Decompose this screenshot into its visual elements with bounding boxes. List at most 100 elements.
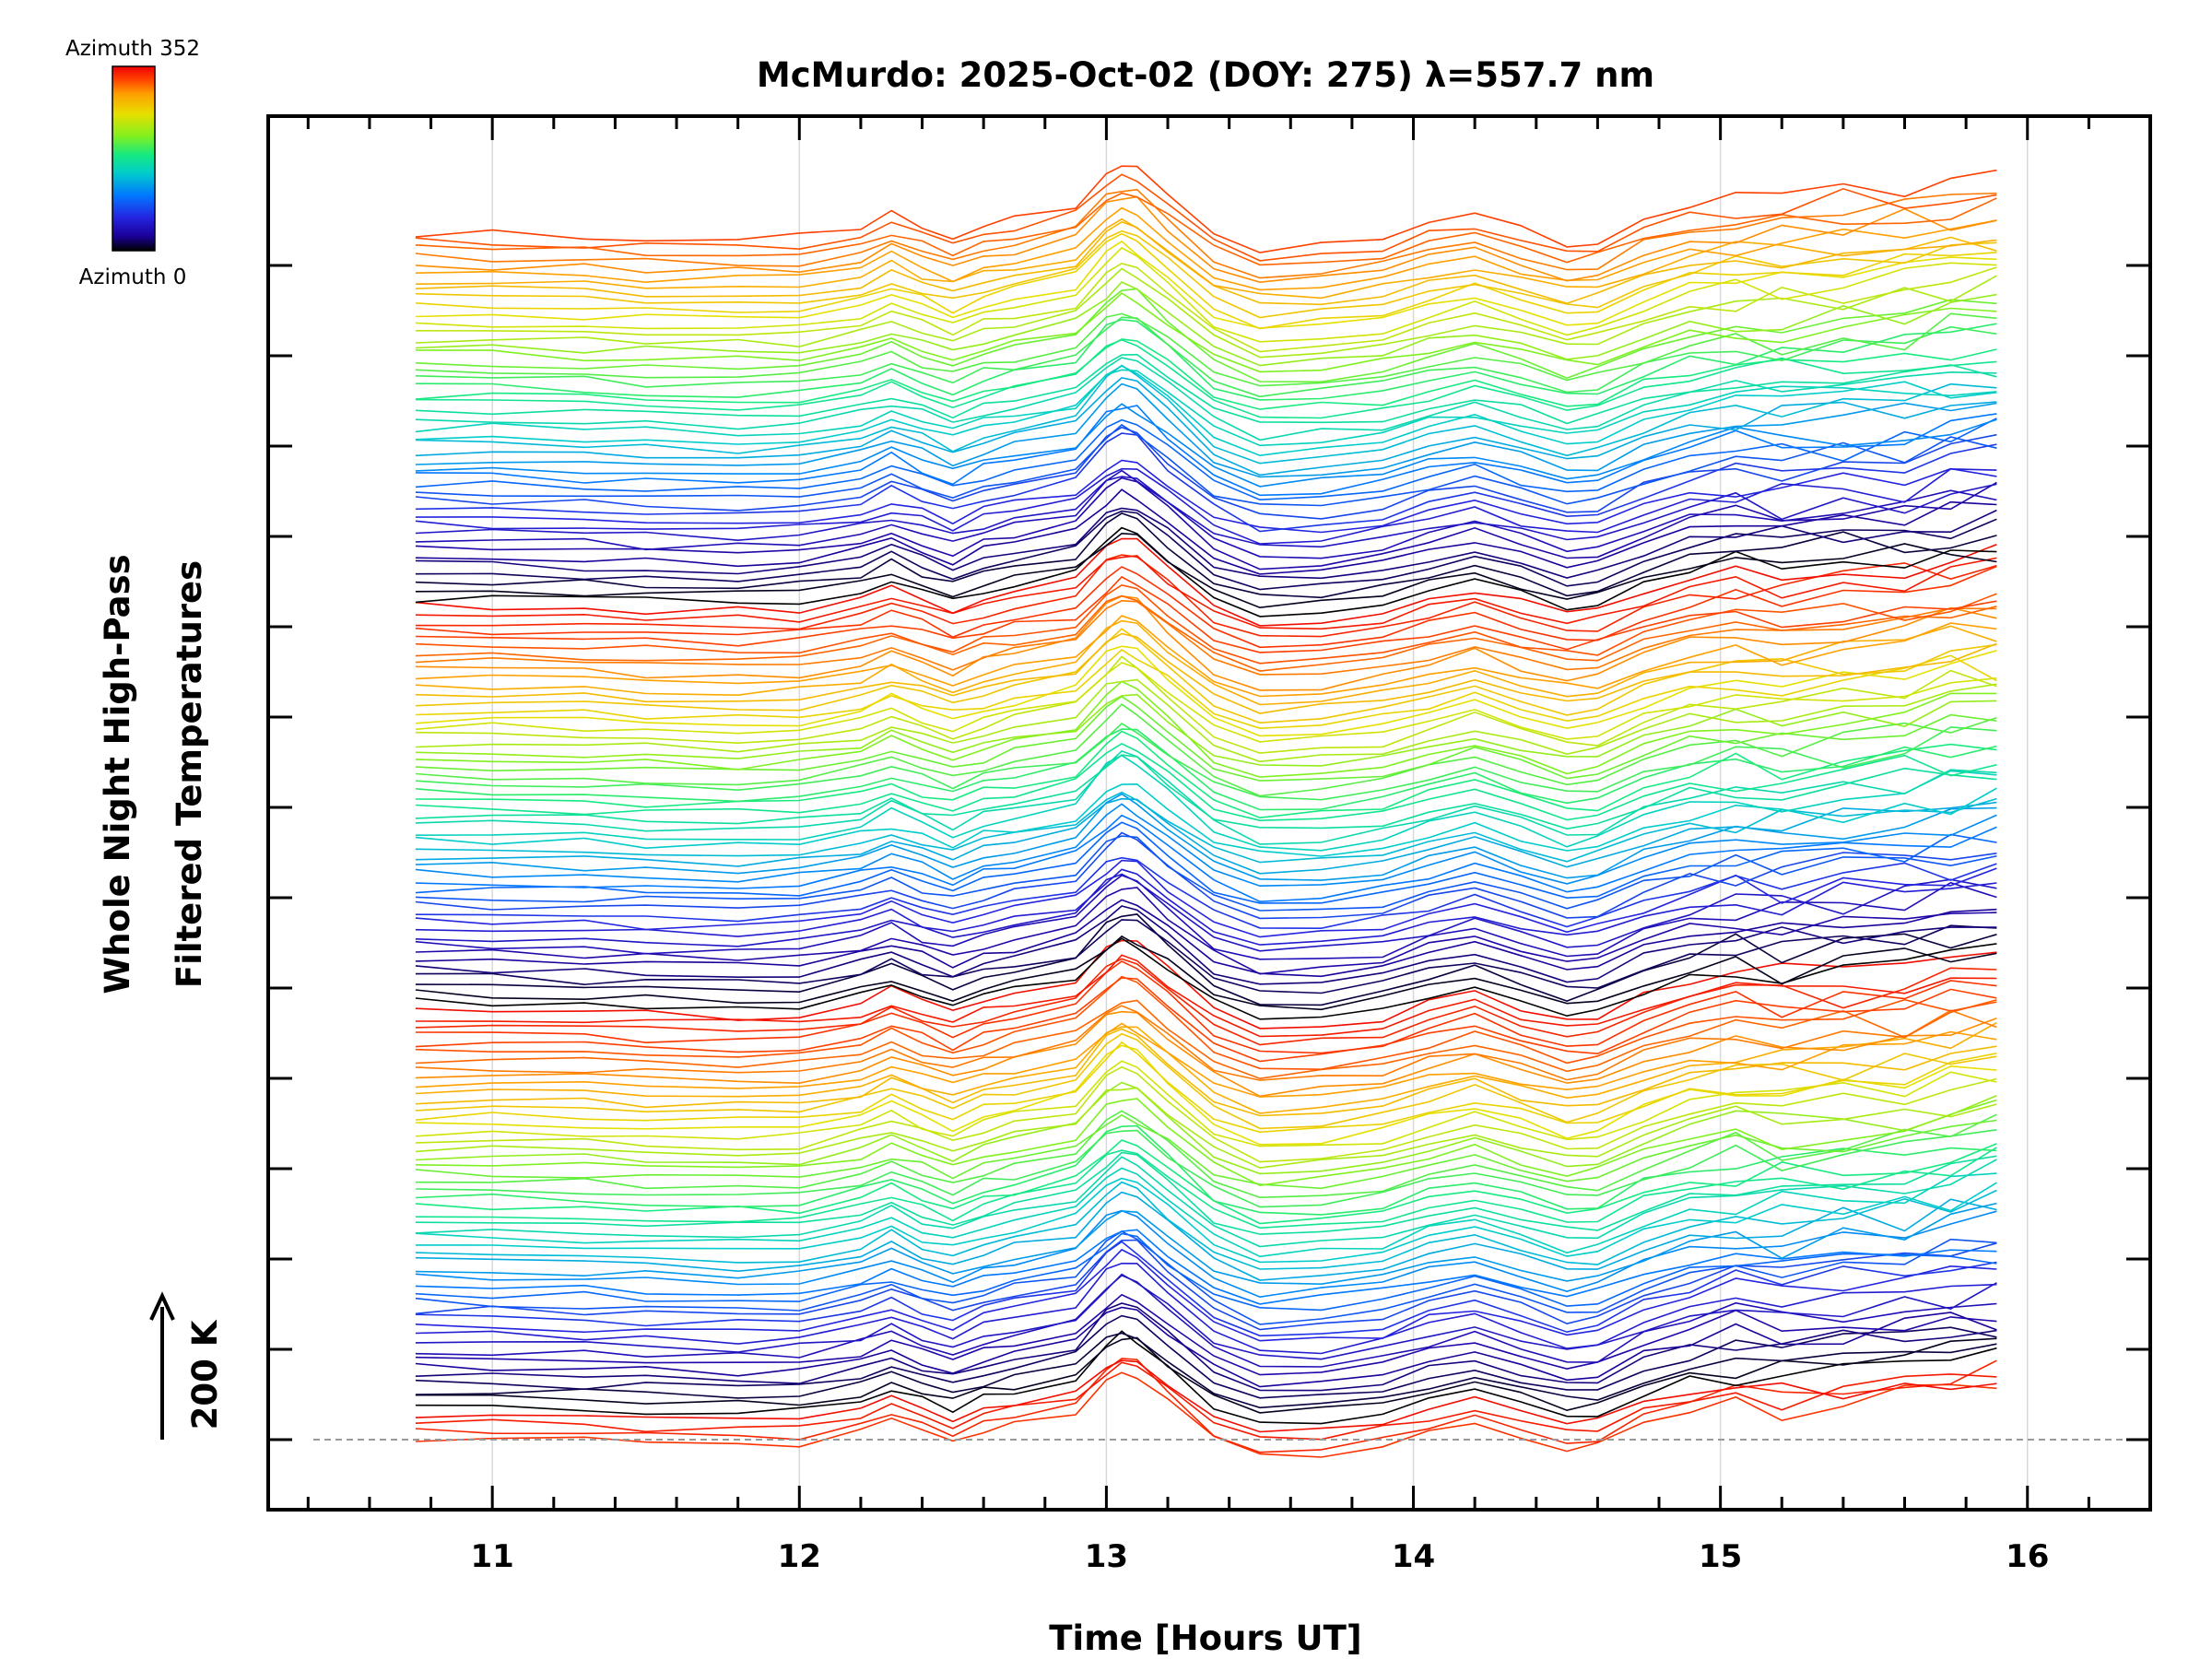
temperature-series-line [415, 899, 1997, 978]
temperature-series-line [415, 532, 1997, 609]
temperature-series-line [415, 575, 1997, 653]
temperature-series-line [415, 459, 1997, 534]
temperature-series-line [415, 868, 1997, 946]
temperature-series-line [415, 1241, 1997, 1337]
temperature-series-line [415, 1229, 1997, 1305]
temperature-series-line [415, 232, 1997, 330]
temperature-series-line [415, 975, 1997, 1071]
temperature-series-line [415, 365, 1997, 457]
plot-frame [266, 114, 2152, 1512]
colorbar-top-label: Azimuth 352 [65, 37, 200, 61]
temperature-series-line [415, 919, 1997, 994]
temperature-series-line [415, 173, 1997, 262]
temperature-series-line [415, 467, 1997, 545]
temperature-series-line [415, 1302, 1997, 1392]
temperature-series-line [415, 526, 1997, 618]
temperature-series-line [415, 754, 1997, 830]
temperature-series-line [415, 856, 1997, 930]
temperature-series-line [415, 240, 1997, 329]
temperature-series-line [415, 364, 1997, 465]
temperature-series-line [415, 977, 1997, 1063]
temperature-series-line [415, 432, 1997, 533]
temperature-series-line [415, 312, 1997, 387]
temperature-series-line [415, 1065, 1997, 1163]
temperature-series-line [415, 1239, 1997, 1331]
temperature-series-line [415, 229, 1997, 319]
temperature-series-line [415, 782, 1997, 857]
temperature-series-line [415, 594, 1997, 691]
temperature-series-line [415, 318, 1997, 401]
temperature-series-line [415, 583, 1997, 665]
temperature-series-line [415, 1005, 1997, 1081]
temperature-series-line [415, 913, 1997, 1006]
temperature-series-line [415, 1044, 1997, 1146]
temperature-series-line [415, 905, 1997, 985]
temperature-series-line [415, 1167, 1997, 1258]
temperature-series-line [415, 510, 1997, 591]
temperature-series-line [415, 488, 1997, 575]
temperature-series-line [415, 338, 1997, 419]
temperature-series-line [415, 859, 1997, 938]
x-axis-label: Time [Hours UT] [1049, 1618, 1361, 1658]
scale-bar-label: 200 K [185, 1319, 225, 1430]
temperature-series-line [415, 555, 1997, 630]
temperature-series-line [415, 1359, 1997, 1433]
temperature-series-line [415, 403, 1997, 488]
temperature-series-line [415, 165, 1997, 253]
temperature-series-line [415, 960, 1997, 1054]
temperature-series-line [415, 831, 1997, 920]
x-tick-labels: 11 12 13 14 15 16 [471, 1538, 2050, 1575]
temperature-series-line [415, 369, 1997, 447]
temperature-series-line [415, 418, 1997, 501]
temperature-series-line [415, 645, 1997, 737]
x-tick-label: 12 [778, 1538, 821, 1575]
temperature-series-line [415, 793, 1997, 881]
temperature-series-line [415, 1273, 1997, 1360]
temperature-series-line [415, 628, 1997, 724]
temperature-series-line [415, 728, 1997, 811]
temperature-series-line [415, 821, 1997, 904]
temperature-series-line [415, 722, 1997, 801]
temperature-series-line [415, 507, 1997, 580]
x-tick-label: 13 [1085, 1538, 1128, 1575]
y-axis-label-line2: Filtered Temperatures [170, 560, 209, 988]
temperature-series-line [415, 1306, 1997, 1388]
temperature-series-line [415, 678, 1997, 763]
temperature-series-line [415, 619, 1997, 706]
temperature-series-line [415, 1248, 1997, 1342]
temperature-series-line [415, 935, 1997, 1011]
temperature-series-line [415, 477, 1997, 571]
temperature-series-line [415, 873, 1997, 952]
tick-layer [268, 116, 2150, 1510]
temperature-series-line [415, 1022, 1997, 1098]
temperature-series-line [415, 1332, 1997, 1409]
temperature-series-line [415, 1139, 1997, 1225]
temperature-series-line [415, 1028, 1997, 1117]
temperature-series-line [415, 1129, 1997, 1208]
temperature-series-line [415, 887, 1997, 975]
x-tick-label: 11 [471, 1538, 514, 1575]
temperature-series-line [415, 791, 1997, 864]
temperature-series-line [415, 316, 1997, 398]
colorbar-bottom-label: Azimuth 0 [79, 265, 187, 289]
temperature-series-line [415, 195, 1997, 284]
temperature-series-line [415, 1371, 1997, 1458]
temperature-series-line [415, 338, 1997, 410]
temperature-series-line [415, 1314, 1997, 1399]
temperature-series-line [415, 803, 1997, 888]
temperature-series-line [415, 377, 1997, 477]
temperature-series-line [415, 695, 1997, 782]
temperature-series-line [415, 662, 1997, 743]
series-layer [415, 165, 1997, 1458]
temperature-series-line [415, 1124, 1997, 1216]
temperature-series-line [415, 1336, 1997, 1414]
temperature-series-line [415, 730, 1997, 819]
temperature-series-line [415, 632, 1997, 714]
temperature-series-line [415, 218, 1997, 300]
temperature-series-line [415, 599, 1997, 676]
temperature-series-line [415, 1191, 1997, 1281]
temperature-series-line [415, 1110, 1997, 1199]
temperature-series-line [415, 565, 1997, 649]
temperature-series-line [415, 512, 1997, 599]
temperature-series-line [415, 288, 1997, 383]
